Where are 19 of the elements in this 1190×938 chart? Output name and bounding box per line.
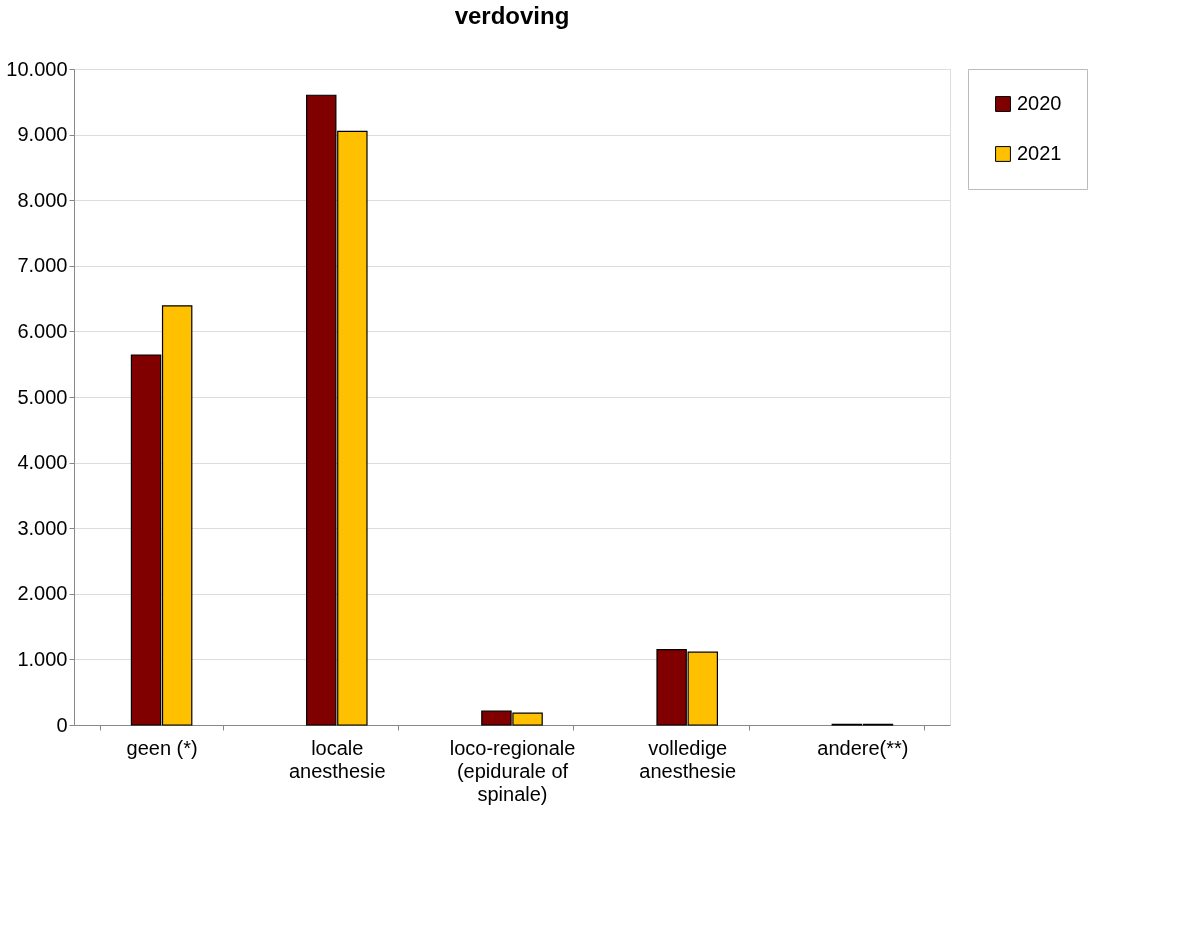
y-tick-label: 5.000 <box>17 385 68 408</box>
y-tick-label: 1.000 <box>17 647 68 670</box>
chart-title: verdoving <box>454 2 570 29</box>
legend-label: 2021 <box>1017 142 1062 164</box>
x-tick-label: locale anesthesie <box>288 736 386 782</box>
x-tick-label: volledige anesthesie <box>639 736 737 782</box>
legend-label: 2020 <box>1017 92 1062 114</box>
y-tick-label: 2.000 <box>17 582 68 605</box>
x-tick-label: andere(**) <box>817 736 909 759</box>
y-tick-label: 6.000 <box>17 319 68 342</box>
y-tick-label: 10.000 <box>6 57 68 80</box>
y-tick-label: 0 <box>56 713 68 736</box>
y-tick-label: 7.000 <box>17 254 68 277</box>
x-tick-label: geen (*) <box>126 736 198 759</box>
y-tick-label: 3.000 <box>17 516 68 539</box>
y-tick-label: 8.000 <box>17 188 68 211</box>
y-tick-label: 4.000 <box>17 451 68 474</box>
x-tick-label: loco-regionale (epidurale of spinale) <box>449 736 576 805</box>
y-tick-label: 9.000 <box>17 123 68 146</box>
